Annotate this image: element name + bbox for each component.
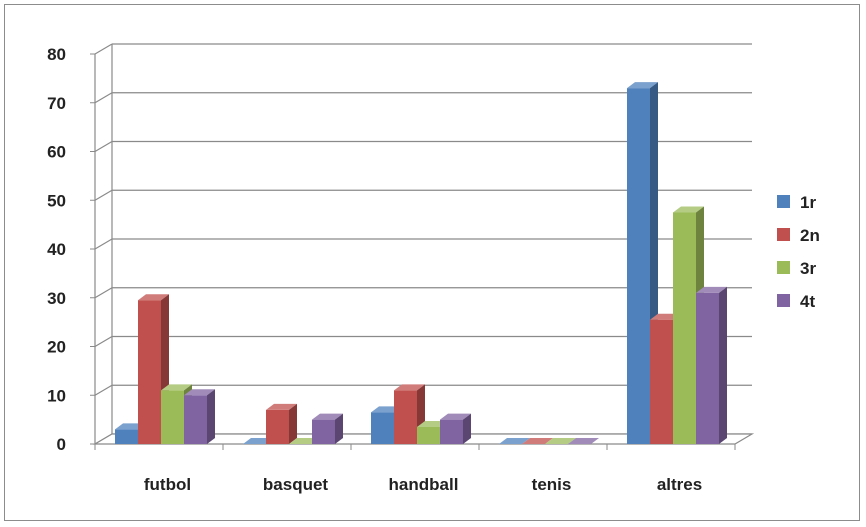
bar-4t-futbol [184,389,215,444]
bar-front [417,426,440,444]
bar-front [138,300,161,444]
x-category-label: handball [389,475,459,494]
bar-top [161,384,192,391]
bar-front [115,429,138,444]
bar-top [184,389,215,396]
bar-front [371,412,394,444]
bar-top [499,438,530,444]
bar-front [266,409,289,444]
y-tick-label: 20 [47,338,66,357]
legend-label: 2n [800,226,820,245]
y-tick-label: 10 [47,386,66,405]
bars-group [115,82,727,444]
bar-top [312,413,343,420]
gridline-side [94,140,113,153]
bar-front [394,390,417,444]
y-tick-label: 40 [47,240,66,259]
bar-1r-tenis [499,438,530,444]
bar-top [568,438,599,444]
bar-top [522,438,553,444]
x-category-label: altres [657,475,702,494]
bar-top [440,413,471,420]
bar-front [184,395,207,444]
bar-side [289,403,297,444]
gridline-side [94,43,113,55]
bar-front [650,319,673,444]
gridline-side [94,92,113,104]
legend-swatch [777,228,790,241]
bar-front [673,212,696,444]
bar-front [161,390,184,444]
bar-4t-basquet [312,413,343,444]
bar-side [207,389,215,444]
legend-swatch [777,294,790,307]
bar-side [719,286,727,444]
bar-4t-handball [440,413,471,444]
gridline-side [94,287,113,299]
bar-front [627,88,650,444]
bar-top [627,82,658,89]
legend-swatch [777,261,790,274]
axes-group: 0 10 20 30 40 50 60 70 80 futbol basquet handball te… [47,43,755,494]
y-tick-label: 0 [57,435,66,454]
bar-top [138,294,169,301]
gridline-side [94,335,113,348]
bar-front [312,419,335,444]
y-tick-label: 70 [47,94,66,113]
x-category-label: tenis [532,475,572,494]
bar-2n-tenis [522,438,553,444]
legend-label: 4t [800,292,815,311]
y-tick-label: 50 [47,191,66,210]
gridline-side [94,189,113,201]
x-category-label: basquet [263,475,329,494]
bar-top [266,403,297,410]
bar-top [696,286,727,293]
bar-side [463,413,471,444]
gridline-side [94,238,113,250]
legend-label: 1r [800,193,816,212]
bar-front [440,419,463,444]
legend-swatch [777,195,790,208]
bar-2n-basquet [266,403,297,444]
bar-top [545,438,576,444]
y-tick-label: 80 [47,45,66,64]
bar-side [335,413,343,444]
bar-3r-tenis [545,438,576,444]
legend-label: 3r [800,259,816,278]
bar-top [394,384,425,391]
bar-front [696,292,719,444]
gridline-side [94,384,113,396]
bar-2n-handball [394,384,425,444]
bar-4t-tenis [568,438,599,444]
y-tick-label: 30 [47,289,66,308]
bar-4t-altres [696,286,727,444]
bar-top [673,206,704,213]
x-category-label: futbol [144,475,191,494]
legend: 1r 2n 3r 4t [777,193,820,311]
y-tick-label: 60 [47,143,66,162]
